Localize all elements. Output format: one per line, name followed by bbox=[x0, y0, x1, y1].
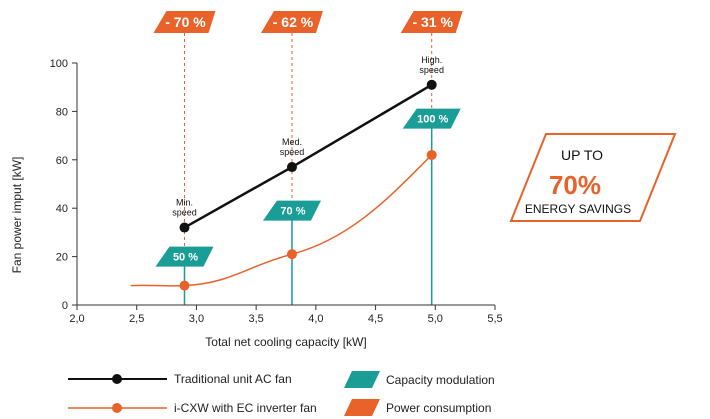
capacity-modulation-label: 50 % bbox=[173, 252, 198, 264]
speed-label-line1: High. bbox=[421, 55, 442, 65]
x-tick-label: 3,5 bbox=[248, 313, 263, 325]
point-icxw bbox=[426, 149, 437, 160]
speed-label-line2: speed bbox=[419, 65, 444, 75]
speed-label-line2: speed bbox=[172, 208, 197, 218]
axes-layer bbox=[76, 63, 495, 306]
callout-energy-savings: ENERGY SAVINGS bbox=[525, 202, 631, 216]
x-tick-label: 3,0 bbox=[189, 313, 204, 325]
callout-frame bbox=[509, 133, 677, 222]
legend-item-capacity: Capacity modulation bbox=[344, 371, 495, 388]
legend-swatch-capacity bbox=[344, 371, 380, 388]
point-icxw bbox=[286, 249, 297, 260]
point-traditional bbox=[286, 162, 297, 173]
power-consumption-label: - 62 % bbox=[273, 14, 314, 30]
legend-label-icxw: i-CXW with EC inverter fan bbox=[174, 401, 317, 415]
x-tick-label: 4,0 bbox=[308, 313, 323, 325]
capacity-modulation-badge bbox=[262, 200, 321, 221]
legend-swatch-power bbox=[344, 399, 380, 416]
legend-item-icxw: i-CXW with EC inverter fan bbox=[68, 401, 317, 415]
power-consumption-label: - 31 % bbox=[412, 14, 453, 30]
capacity-modulation-label: 100 % bbox=[417, 114, 448, 126]
speed-label-line2: speed bbox=[280, 147, 305, 157]
guide-lines-layer bbox=[183, 33, 433, 305]
legend-item-traditional: Traditional unit AC fan bbox=[68, 372, 292, 386]
legend-item-power: Power consumption bbox=[344, 399, 491, 416]
legend-label-traditional: Traditional unit AC fan bbox=[174, 372, 292, 386]
capacity-modulation-label: 70 % bbox=[280, 206, 305, 218]
y-tick-label: 100 bbox=[50, 58, 68, 70]
y-tick-label: 60 bbox=[56, 155, 68, 167]
legend-marker-icxw bbox=[112, 403, 122, 413]
capacity-modulation-badge bbox=[155, 246, 214, 267]
point-traditional bbox=[179, 222, 190, 233]
energy-savings-callout: UP TO 70% ENERGY SAVINGS bbox=[509, 133, 677, 222]
x-tick-label: 2,5 bbox=[129, 313, 144, 325]
power-consumption-badge bbox=[400, 11, 463, 33]
chart-legend: Traditional unit AC fan i-CXW with EC in… bbox=[68, 371, 495, 416]
y-tick-label: 20 bbox=[56, 252, 68, 264]
point-icxw bbox=[179, 280, 190, 291]
series-line-icxw bbox=[130, 154, 433, 287]
x-axis-title: Total net cooling capacity [kW] bbox=[205, 335, 366, 349]
y-tick-label: 80 bbox=[56, 106, 68, 118]
x-tick-label: 5,0 bbox=[428, 313, 443, 325]
speed-label-line1: Min. bbox=[176, 198, 193, 208]
power-consumption-label: - 70 % bbox=[165, 14, 206, 30]
legend-label-power: Power consumption bbox=[386, 401, 491, 415]
y-tick-label: 0 bbox=[62, 300, 68, 312]
y-tick-label: 40 bbox=[56, 203, 68, 215]
callout-up-to: UP TO bbox=[561, 147, 603, 163]
legend-marker-traditional bbox=[112, 374, 122, 384]
callout-percentage: 70% bbox=[549, 170, 601, 200]
power-consumption-badge bbox=[260, 11, 323, 33]
x-tick-label: 4,5 bbox=[368, 313, 383, 325]
y-axis-title: Fan power imput [kW] bbox=[10, 157, 24, 274]
x-tick-label: 5,5 bbox=[487, 313, 502, 325]
capacity-modulation-badge bbox=[402, 108, 461, 129]
legend-label-capacity: Capacity modulation bbox=[386, 373, 495, 387]
badges-layer: - 70 % - 62 % - 31 % 50 % 70 % 100 % bbox=[153, 11, 463, 267]
power-consumption-badge bbox=[153, 11, 216, 33]
x-tick-label: 2,0 bbox=[69, 313, 84, 325]
point-traditional bbox=[426, 79, 437, 90]
tick-labels-layer: 2,0 2,5 3,0 3,5 4,0 4,5 5,0 5,5 0 20 40 60 80 100 bbox=[50, 58, 503, 325]
speed-label-line1: Med. bbox=[282, 137, 302, 147]
